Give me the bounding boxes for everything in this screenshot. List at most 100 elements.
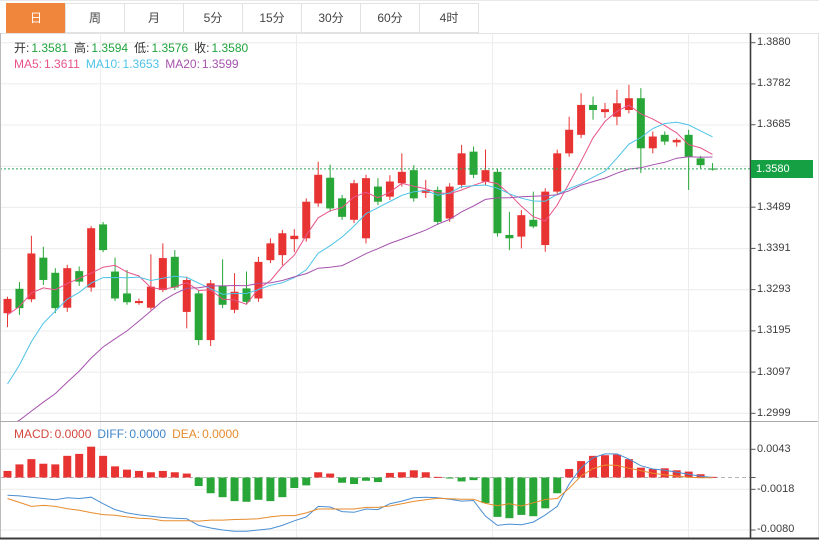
macd-bar bbox=[278, 477, 287, 498]
candle-body bbox=[278, 233, 287, 256]
axis-label: 1.2999 bbox=[757, 406, 791, 419]
macd-bar bbox=[601, 455, 609, 478]
macd-bar bbox=[254, 477, 263, 500]
macd-bar bbox=[660, 468, 669, 478]
candle-body bbox=[505, 234, 514, 239]
grid-lines bbox=[0, 33, 751, 538]
candle-body bbox=[624, 98, 633, 111]
macd-bar bbox=[266, 477, 275, 502]
axis-label: 0.0043 bbox=[757, 442, 791, 455]
ohlc-row-value: 1.3594 bbox=[91, 41, 129, 55]
candle-body bbox=[27, 253, 36, 300]
top-border bbox=[0, 0, 819, 1]
candle-body bbox=[182, 279, 191, 312]
tab-4hour[interactable]: 4时 bbox=[419, 3, 479, 33]
macd-bar bbox=[565, 468, 574, 478]
ohlc-legend: 开: 1.3581 高: 1.3594 低: 1.3576 收: 1.3580 bbox=[14, 39, 254, 56]
ma-row-label: MA5: bbox=[14, 57, 43, 71]
timeframe-tabs: 日周月 5分 15分 30分 60分 4时 bbox=[6, 3, 479, 33]
candle-body bbox=[158, 258, 167, 291]
macd-bar bbox=[708, 476, 717, 478]
ma-row-value: 1.3653 bbox=[122, 57, 160, 71]
candle-body bbox=[696, 158, 705, 166]
ohlc-row-label: 收: bbox=[194, 41, 210, 55]
candle-body bbox=[230, 291, 239, 310]
candle-body bbox=[589, 104, 598, 111]
macd-bar bbox=[541, 477, 550, 509]
tab-60min[interactable]: 60分 bbox=[360, 3, 420, 33]
axis-label: 1.3097 bbox=[757, 365, 791, 378]
candle-body bbox=[577, 104, 586, 135]
candles-layer bbox=[3, 84, 717, 346]
candle-body bbox=[445, 186, 454, 219]
candle-body bbox=[565, 129, 574, 154]
candle-body bbox=[3, 298, 12, 314]
macd-diff-line bbox=[7, 453, 713, 532]
macd-row-label: DEA: bbox=[172, 427, 201, 441]
macd-bar bbox=[397, 472, 406, 478]
candle-body bbox=[350, 183, 359, 220]
candle-body bbox=[170, 256, 179, 288]
candle-body bbox=[517, 215, 526, 237]
ma-legend: MA5: 1.3611 MA10: 1.3653 MA20: 1.3599 bbox=[14, 57, 245, 71]
candle-body bbox=[672, 139, 681, 143]
tab-30min[interactable]: 30分 bbox=[301, 3, 361, 33]
macd-row-value: 0.0000 bbox=[202, 427, 239, 441]
macd-bar bbox=[75, 453, 84, 478]
macd-bar bbox=[242, 477, 251, 502]
macd-bar bbox=[39, 463, 48, 478]
macd-bar bbox=[350, 477, 359, 485]
candle-body bbox=[123, 293, 131, 303]
candle-body bbox=[51, 272, 60, 309]
ma20-line bbox=[15, 156, 713, 422]
macd-bar bbox=[338, 477, 347, 483]
macd-bar bbox=[99, 455, 108, 478]
candle-body bbox=[493, 171, 502, 234]
macd-bar bbox=[362, 477, 370, 481]
tab-monthly[interactable]: 月 bbox=[124, 3, 184, 33]
ohlc-row-value: 1.3580 bbox=[211, 41, 249, 55]
axis-label: 1.3489 bbox=[757, 200, 791, 213]
axis-label: -0.0018 bbox=[757, 482, 795, 495]
macd-bar bbox=[290, 477, 299, 488]
candle-body bbox=[541, 191, 550, 246]
macd-bar bbox=[302, 477, 311, 486]
macd-bar bbox=[3, 470, 12, 478]
axis-label: 1.3880 bbox=[757, 36, 791, 49]
macd-dea-line bbox=[7, 464, 713, 522]
candle-body bbox=[87, 228, 96, 288]
macd-bar bbox=[517, 477, 526, 515]
candle-body bbox=[254, 261, 263, 299]
candle-body bbox=[63, 268, 72, 308]
ma5-line bbox=[7, 104, 713, 316]
candle-body bbox=[290, 235, 299, 240]
current-price-badge: 1.3580 bbox=[751, 160, 813, 178]
candle-body bbox=[397, 171, 406, 184]
macd-bar bbox=[672, 470, 681, 478]
macd-legend: MACD: 0.0000 DIFF: 0.0000 DEA: 0.0000 bbox=[14, 427, 245, 441]
macd-bar bbox=[529, 477, 538, 517]
candle-body bbox=[326, 177, 335, 209]
macd-row-value: 0.0000 bbox=[54, 427, 92, 441]
candle-body bbox=[601, 109, 609, 113]
macd-row-label: MACD: bbox=[14, 427, 53, 441]
macd-bar bbox=[51, 464, 60, 478]
candle-body bbox=[660, 134, 669, 142]
macd-bar bbox=[146, 472, 155, 478]
candle-body bbox=[636, 98, 645, 149]
macd-bar bbox=[63, 455, 72, 478]
tab-daily[interactable]: 日 bbox=[6, 3, 66, 33]
macd-bar bbox=[170, 472, 179, 478]
macd-bar bbox=[15, 464, 24, 478]
candle-body bbox=[469, 151, 478, 175]
candle-body bbox=[409, 170, 418, 199]
ma-row-label: MA20: bbox=[165, 57, 200, 71]
candle-body bbox=[99, 224, 108, 251]
macd-bar bbox=[636, 467, 645, 478]
ma10-line bbox=[7, 121, 713, 385]
macd-bar bbox=[218, 477, 227, 498]
macd-row-value: 0.0000 bbox=[129, 427, 167, 441]
tab-15min[interactable]: 15分 bbox=[242, 3, 302, 33]
